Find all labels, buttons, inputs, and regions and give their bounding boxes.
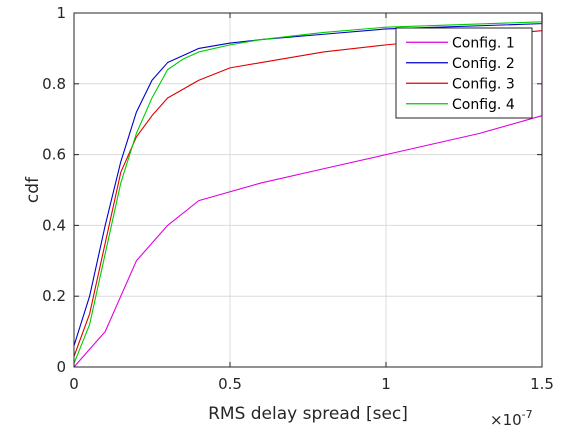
x-axis-exponent-power: -7 <box>522 408 533 421</box>
y-tick-label: 0 <box>56 358 66 376</box>
y-tick-label: 0.2 <box>42 287 66 305</box>
y-tick-label: 1 <box>56 4 66 22</box>
y-axis-label: cdf <box>23 176 43 203</box>
plot-frame <box>73 12 543 368</box>
legend-box <box>395 27 533 119</box>
legend-label: Config. 2 <box>452 56 515 72</box>
x-tick-label: 1 <box>381 375 391 393</box>
legend-label: Config. 3 <box>452 76 515 92</box>
legend: Config. 1 Config. 2 Config. 3 Config. 4 <box>395 27 533 119</box>
x-tick-label: 0.5 <box>218 375 242 393</box>
x-axis-exponent: ×10-7 <box>490 408 533 429</box>
legend-label: Config. 4 <box>452 97 515 113</box>
y-tick-label: 0.4 <box>42 216 66 234</box>
x-tick-label: 0 <box>69 375 79 393</box>
x-axis-exponent-base: ×10 <box>490 411 522 429</box>
y-tick-label: 0.8 <box>42 75 66 93</box>
ticks: 0 0.5 1 1.5 0 0.2 0.4 0.6 0.8 1 <box>42 4 554 393</box>
x-axis-label: RMS delay spread [sec] <box>208 404 408 424</box>
legend-label: Config. 1 <box>452 35 515 51</box>
y-tick-label: 0.6 <box>42 146 66 164</box>
x-tick-label: 1.5 <box>530 375 554 393</box>
